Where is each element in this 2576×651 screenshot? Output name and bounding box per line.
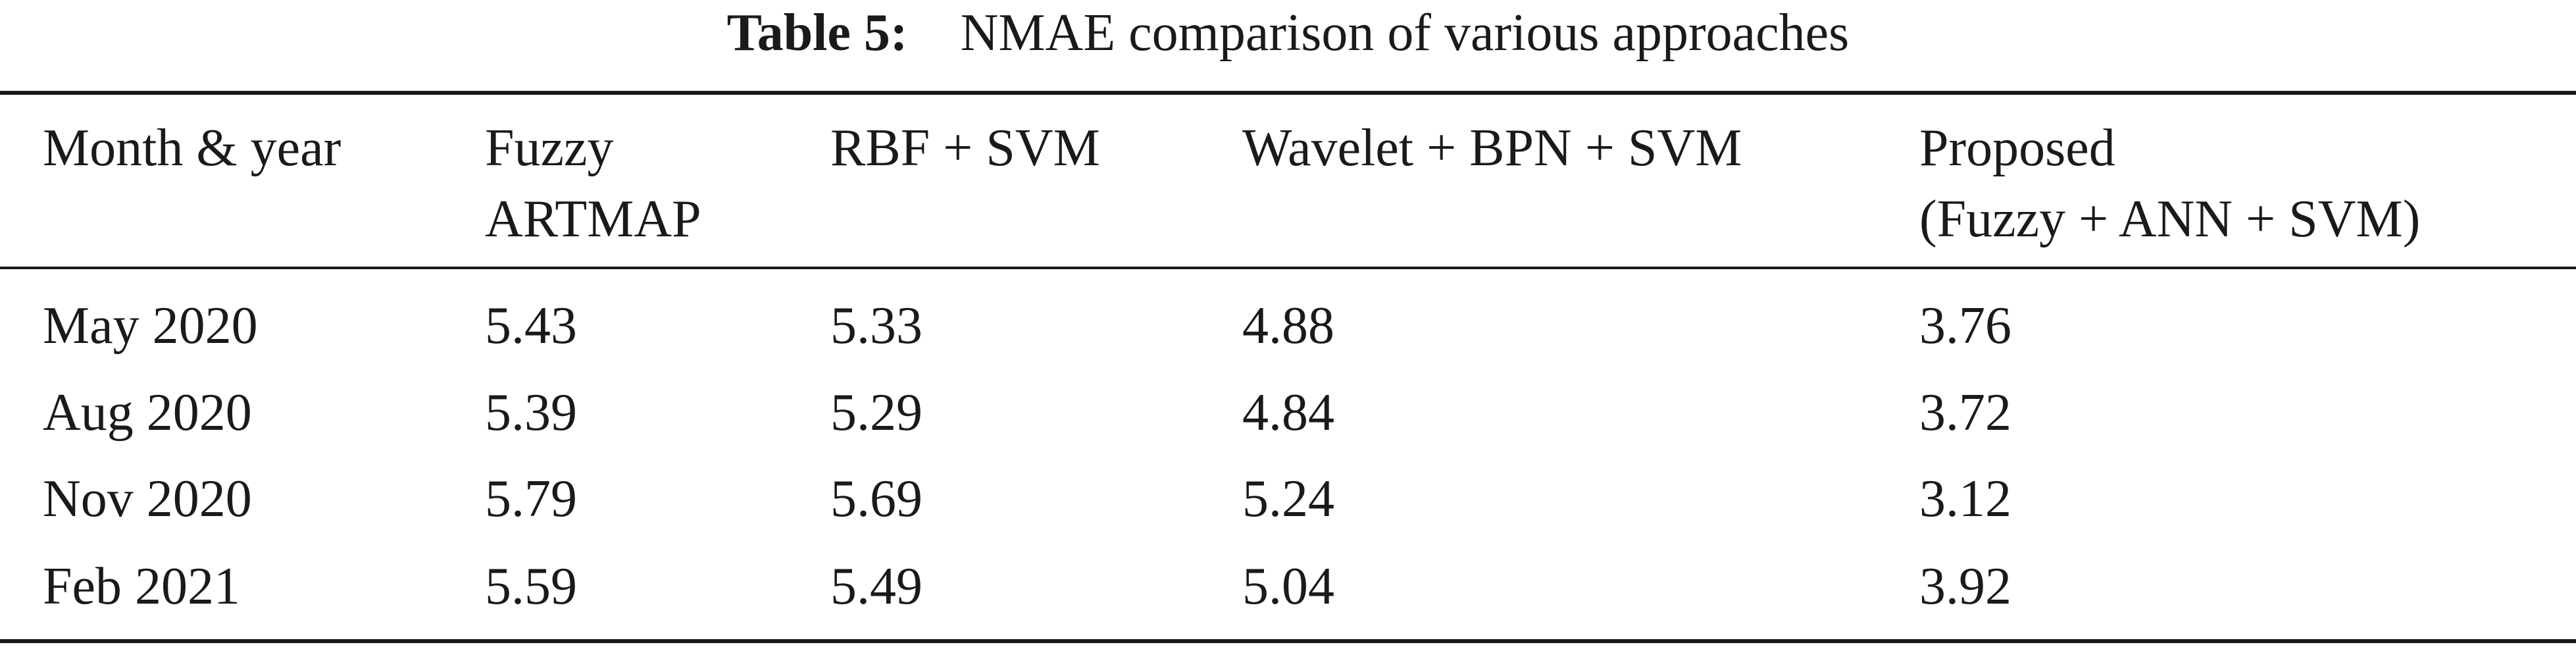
- row-wavelet-bpn-svm: 4.84: [1242, 384, 1334, 442]
- table-header-rule: [0, 267, 2576, 269]
- row-proposed: 3.72: [1919, 384, 2011, 442]
- row-proposed: 3.76: [1919, 297, 2011, 355]
- row-month-year: Feb 2021: [43, 558, 240, 615]
- row-rbf-svm: 5.69: [830, 470, 922, 528]
- header-rbf-svm: RBF + SVM: [830, 119, 1100, 177]
- header-proposed-line2: (Fuzzy + ANN + SVM): [1919, 190, 2421, 248]
- header-fuzzy-artmap-line1: Fuzzy: [485, 119, 614, 177]
- row-wavelet-bpn-svm: 5.04: [1242, 558, 1334, 615]
- row-month-year: May 2020: [43, 297, 258, 355]
- table-top-rule: [0, 91, 2576, 95]
- row-rbf-svm: 5.29: [830, 384, 922, 442]
- row-wavelet-bpn-svm: 4.88: [1242, 297, 1334, 355]
- header-fuzzy-artmap-line2: ARTMAP: [485, 190, 701, 248]
- table-bottom-rule: [0, 639, 2576, 643]
- row-fuzzy-artmap: 5.59: [485, 558, 577, 615]
- table-caption-label: Table 5:: [726, 4, 908, 62]
- row-month-year: Aug 2020: [43, 384, 252, 442]
- row-proposed: 3.92: [1919, 558, 2011, 615]
- header-wavelet-bpn-svm: Wavelet + BPN + SVM: [1242, 119, 1742, 177]
- table-caption-text: NMAE comparison of various approaches: [960, 4, 1850, 62]
- table-caption-spacer: [921, 4, 947, 62]
- header-proposed-line1: Proposed: [1919, 119, 2115, 177]
- row-fuzzy-artmap: 5.39: [485, 384, 577, 442]
- row-fuzzy-artmap: 5.43: [485, 297, 577, 355]
- row-rbf-svm: 5.49: [830, 558, 922, 615]
- row-fuzzy-artmap: 5.79: [485, 470, 577, 528]
- row-month-year: Nov 2020: [43, 470, 252, 528]
- table-caption: Table 5: NMAE comparison of various appr…: [0, 0, 2576, 74]
- row-proposed: 3.12: [1919, 470, 2011, 528]
- header-month-year: Month & year: [43, 119, 341, 177]
- row-wavelet-bpn-svm: 5.24: [1242, 470, 1334, 528]
- row-rbf-svm: 5.33: [830, 297, 922, 355]
